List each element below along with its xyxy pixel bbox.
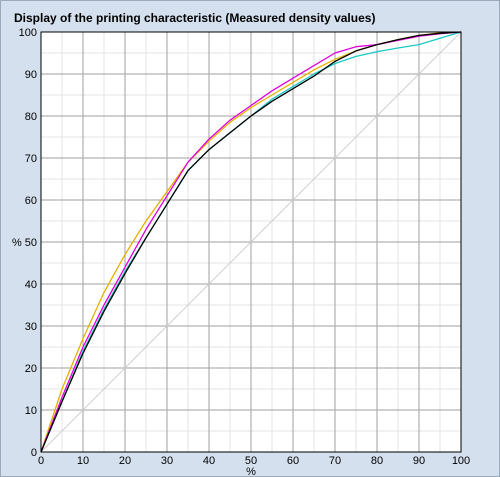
y-tick-label: 60 <box>25 195 37 207</box>
y-tick-label: 80 <box>25 111 37 123</box>
x-tick-label: 100 <box>452 455 470 467</box>
x-tick-label: 50 <box>245 455 257 467</box>
y-tick-label: 0 <box>31 447 37 459</box>
x-tick-label: 80 <box>371 455 383 467</box>
x-tick-label: 10 <box>77 455 89 467</box>
x-tick-label: 20 <box>119 455 131 467</box>
chart-title: Display of the printing characteristic (… <box>14 11 376 25</box>
x-tick-label: 40 <box>203 455 215 467</box>
series-line-black <box>40 31 462 453</box>
y-tick-label: 40 <box>25 279 37 291</box>
y-tick-label: 20 <box>25 363 37 375</box>
plot-border <box>40 31 462 453</box>
x-tick-label: 60 <box>287 455 299 467</box>
y-tick-label: 30 <box>25 321 37 333</box>
y-tick-label: 50 <box>25 237 37 249</box>
x-tick-label: 0 <box>38 455 44 467</box>
x-axis-label: % <box>246 466 256 477</box>
x-tick-label: 70 <box>329 455 341 467</box>
series-line-reference <box>40 31 462 453</box>
y-tick-label: 10 <box>25 405 37 417</box>
y-tick-label: 70 <box>25 153 37 165</box>
x-tick-label: 90 <box>413 455 425 467</box>
x-tick-label: 30 <box>161 455 173 467</box>
y-axis-label: % <box>12 237 22 249</box>
y-tick-label: 100 <box>19 27 37 39</box>
y-tick-label: 90 <box>25 69 37 81</box>
